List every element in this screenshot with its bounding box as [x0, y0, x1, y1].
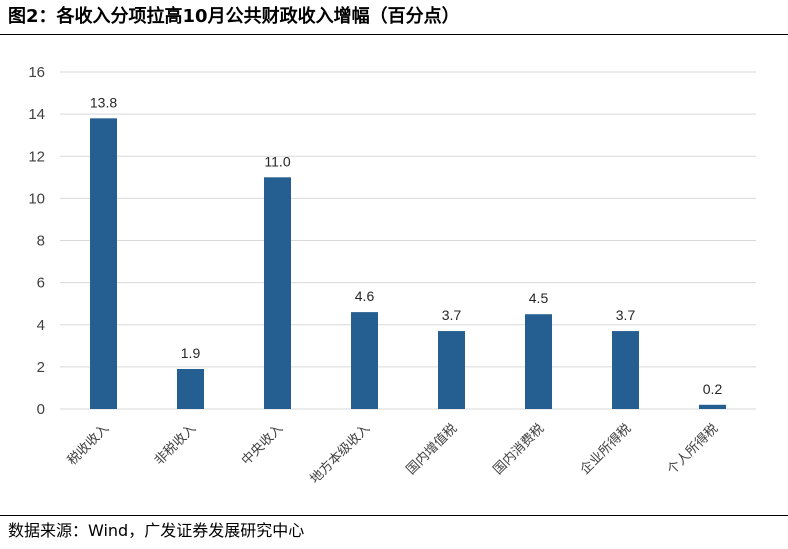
- y-tick-label: 0: [37, 401, 45, 418]
- bar-chart: 0 2 4 6 8 10 12 14 16 13.8 1.9 11.0 4.6 3.7 4.5 3.7 0.2…: [28, 64, 756, 487]
- data-label: 3.7: [616, 307, 636, 323]
- data-label: 4.5: [529, 290, 549, 306]
- x-category-label: 企业所得税: [577, 421, 634, 478]
- x-category-label: 国内增值税: [403, 421, 460, 478]
- bar: [699, 404, 726, 409]
- y-axis-ticks: 0 2 4 6 8 10 12 14 16: [28, 64, 45, 418]
- bar: [177, 368, 204, 409]
- data-label: 13.8: [90, 94, 117, 110]
- y-tick-label: 10: [28, 190, 45, 207]
- data-label: 0.2: [703, 381, 723, 397]
- bar: [612, 331, 639, 409]
- bar: [351, 312, 378, 409]
- bar: [525, 314, 552, 409]
- source-divider: [0, 515, 788, 516]
- data-label: 3.7: [442, 307, 462, 323]
- bar: [90, 118, 117, 410]
- x-category-label: 国内消费税: [490, 421, 547, 478]
- y-tick-label: 4: [37, 317, 45, 334]
- data-label: 4.6: [355, 288, 375, 304]
- x-axis-labels: 税收收入 非税收入 中央收入 地方本级收入 国内增值税 国内消费税 企业所得税 个人所得税: [65, 421, 721, 487]
- data-label: 1.9: [181, 345, 201, 361]
- x-category-label: 中央收入: [239, 421, 286, 468]
- gridlines: [60, 71, 756, 410]
- title-divider: [0, 34, 788, 35]
- y-tick-label: 8: [37, 233, 45, 250]
- y-tick-label: 6: [37, 275, 45, 292]
- y-tick-label: 12: [28, 148, 45, 165]
- x-category-label: 个人所得税: [664, 421, 721, 478]
- chart-title: 图2：各收入分项拉高10月公共财政收入增幅（百分点）: [8, 6, 460, 27]
- bar: [264, 177, 291, 409]
- data-labels: 13.8 1.9 11.0 4.6 3.7 4.5 3.7 0.2: [90, 94, 723, 396]
- bars: [90, 118, 726, 410]
- bar: [438, 331, 465, 409]
- x-category-label: 非税收入: [152, 421, 199, 468]
- x-category-label: 地方本级收入: [307, 421, 373, 487]
- y-tick-label: 16: [28, 64, 45, 81]
- data-label: 11.0: [264, 153, 290, 169]
- x-category-label: 税收收入: [65, 421, 112, 468]
- source-note: 数据来源：Wind，广发证券发展研究中心: [8, 521, 305, 540]
- y-tick-label: 14: [28, 106, 45, 123]
- y-tick-label: 2: [37, 359, 45, 376]
